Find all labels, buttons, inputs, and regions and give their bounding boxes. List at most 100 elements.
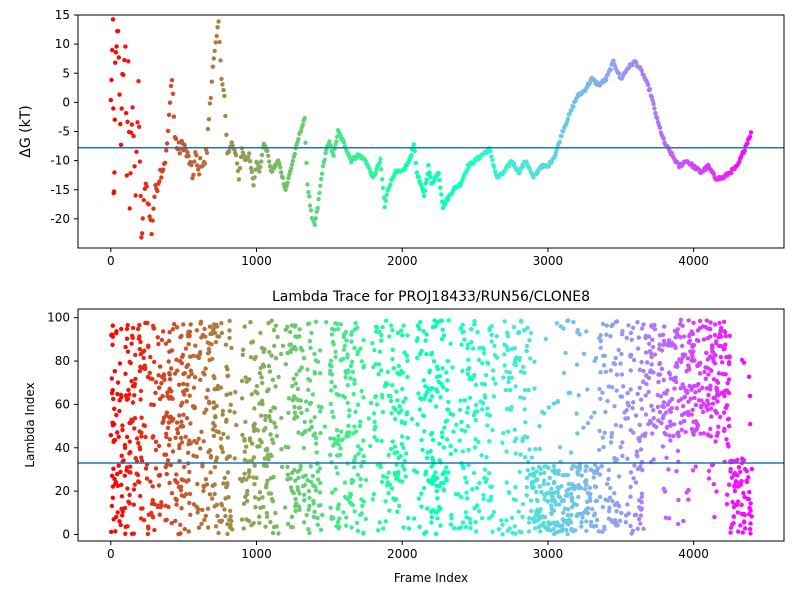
lambda-point bbox=[264, 514, 270, 519]
lambda-point bbox=[448, 522, 454, 527]
lambda-point bbox=[130, 325, 136, 331]
lambda-point bbox=[554, 321, 560, 326]
lambda-point bbox=[559, 484, 564, 489]
lambda-point bbox=[518, 452, 523, 457]
lambda-point bbox=[382, 384, 388, 389]
lambda-point bbox=[119, 494, 125, 499]
lambda-point bbox=[242, 449, 247, 454]
lambda-point bbox=[690, 385, 695, 390]
lambda-point bbox=[374, 402, 380, 407]
lambda-point bbox=[423, 338, 428, 343]
lambda-point bbox=[400, 434, 405, 439]
lambda-point bbox=[169, 389, 174, 394]
delta-g-point bbox=[138, 193, 143, 199]
lambda-point bbox=[732, 502, 738, 507]
lambda-point bbox=[404, 451, 409, 456]
delta-g-point bbox=[255, 161, 260, 166]
delta-g-point bbox=[315, 205, 320, 211]
lambda-point bbox=[289, 514, 295, 519]
lambda-point bbox=[207, 341, 212, 346]
delta-g-point bbox=[317, 190, 322, 196]
lambda-point bbox=[310, 392, 315, 397]
lambda-point bbox=[314, 441, 319, 446]
lambda-point bbox=[224, 485, 229, 490]
lambda-point bbox=[628, 387, 633, 392]
lambda-point bbox=[479, 516, 485, 521]
lambda-point bbox=[187, 393, 192, 398]
lambda-point bbox=[663, 432, 669, 437]
lambda-point bbox=[184, 399, 189, 404]
lambda-point bbox=[714, 339, 719, 344]
lambda-point bbox=[643, 350, 649, 355]
lambda-point bbox=[507, 388, 513, 393]
lambda-point bbox=[110, 342, 115, 347]
lambda-point bbox=[490, 529, 495, 534]
lambda-point bbox=[270, 530, 276, 536]
lambda-point bbox=[276, 374, 281, 380]
lambda-point bbox=[500, 532, 505, 537]
lambda-point bbox=[396, 455, 401, 461]
lambda-point bbox=[572, 484, 578, 489]
delta-g-point bbox=[312, 222, 317, 227]
lambda-point bbox=[579, 524, 584, 529]
delta-g-point bbox=[205, 126, 211, 132]
lambda-point bbox=[676, 497, 681, 503]
delta-g-point bbox=[521, 163, 526, 169]
delta-g-point bbox=[611, 58, 616, 63]
lambda-point bbox=[312, 415, 317, 420]
delta-g-point bbox=[259, 152, 265, 158]
y-tick-label: 10 bbox=[55, 37, 70, 51]
lambda-point bbox=[130, 383, 136, 389]
lambda-point bbox=[630, 405, 635, 411]
lambda-point bbox=[463, 475, 468, 480]
lambda-point bbox=[138, 397, 143, 402]
lambda-point bbox=[738, 523, 743, 528]
lambda-point bbox=[116, 463, 121, 468]
delta-g-point bbox=[307, 194, 312, 199]
lambda-point bbox=[137, 368, 142, 374]
lambda-point bbox=[402, 350, 407, 355]
lambda-point bbox=[137, 346, 142, 352]
lambda-point bbox=[683, 429, 688, 435]
lambda-point bbox=[352, 424, 357, 429]
lambda-point bbox=[537, 446, 542, 452]
lambda-point bbox=[355, 472, 361, 478]
delta-g-point bbox=[251, 183, 256, 188]
lambda-point bbox=[679, 427, 684, 432]
lambda-point bbox=[459, 342, 464, 347]
lambda-point bbox=[302, 492, 307, 497]
delta-g-point bbox=[192, 159, 197, 164]
lambda-point bbox=[505, 334, 511, 339]
delta-g-point bbox=[402, 167, 408, 172]
lambda-point bbox=[160, 420, 165, 425]
lambda-point bbox=[311, 498, 316, 504]
lambda-point bbox=[481, 351, 487, 356]
lambda-point bbox=[647, 349, 653, 354]
lambda-point bbox=[274, 524, 279, 529]
lambda-point bbox=[405, 374, 410, 380]
lambda-point bbox=[339, 437, 344, 443]
lambda-point bbox=[175, 480, 180, 485]
lambda-point bbox=[134, 471, 139, 476]
lambda-point bbox=[258, 330, 263, 336]
lambda-point bbox=[649, 403, 654, 409]
lambda-point bbox=[663, 515, 668, 520]
lambda-point bbox=[172, 371, 178, 376]
lambda-point bbox=[706, 401, 711, 407]
lambda-point bbox=[137, 334, 142, 339]
lambda-point bbox=[198, 446, 203, 451]
delta-g-point bbox=[319, 176, 324, 182]
delta-g-point bbox=[341, 140, 347, 145]
lambda-point bbox=[718, 334, 724, 339]
lambda-point bbox=[118, 392, 124, 398]
lambda-point bbox=[272, 343, 277, 349]
lambda-point bbox=[521, 396, 527, 401]
lambda-point bbox=[313, 488, 319, 493]
lambda-point bbox=[720, 371, 725, 377]
lambda-point bbox=[538, 466, 544, 472]
delta-g-point bbox=[278, 165, 283, 170]
lambda-point bbox=[184, 491, 189, 497]
lambda-point bbox=[696, 338, 701, 344]
lambda-point bbox=[440, 366, 445, 371]
lambda-point bbox=[192, 375, 198, 380]
